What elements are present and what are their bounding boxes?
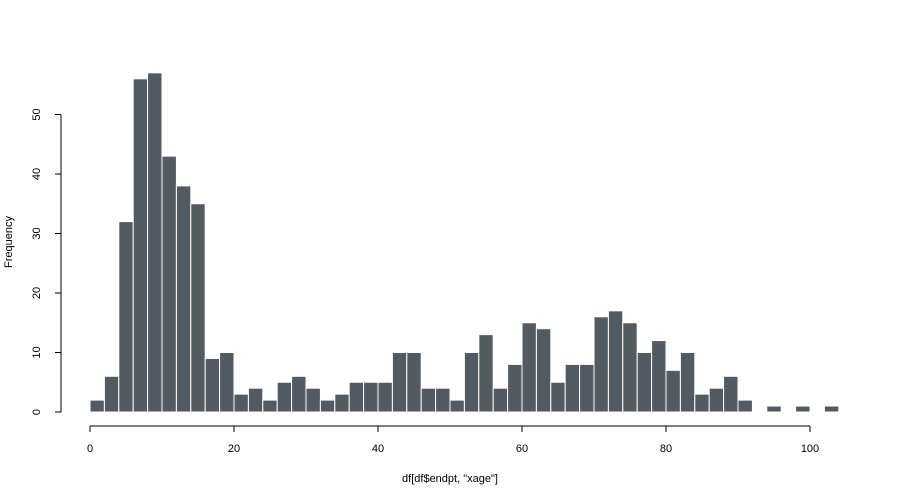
histogram-bar	[276, 381, 293, 413]
histogram-bar	[795, 405, 811, 413]
histogram-bar	[737, 399, 753, 413]
histogram-bar	[291, 375, 307, 413]
histogram-bar	[377, 381, 393, 413]
histogram-bar	[319, 399, 336, 413]
histogram-bar	[636, 352, 653, 413]
histogram-bar	[262, 399, 278, 413]
y-tick-label: 20	[31, 287, 43, 299]
histogram-bar	[363, 381, 379, 413]
histogram-bar	[219, 352, 235, 413]
histogram-bar	[665, 369, 681, 413]
histogram-bar	[478, 334, 494, 413]
x-axis-title: df[df$endpt, "xage"]	[402, 473, 498, 485]
x-tick-label: 80	[660, 443, 672, 455]
histogram-bar	[118, 221, 134, 413]
histogram-bar	[766, 405, 782, 413]
histogram-bar	[550, 381, 566, 413]
histogram-bar	[679, 352, 696, 413]
histogram-bar	[492, 387, 509, 413]
histogram-bar	[651, 340, 667, 413]
y-tick-label: 40	[31, 168, 43, 180]
histogram-bar	[723, 375, 739, 413]
x-axis: 0 20 40 60 80 100	[87, 425, 819, 455]
histogram-bar	[593, 316, 609, 413]
bars-group	[89, 72, 840, 413]
histogram-bar	[334, 393, 350, 413]
histogram-bar	[535, 328, 552, 413]
y-tick-label: 10	[31, 346, 43, 358]
y-tick-label: 0	[31, 409, 43, 415]
histogram-bar	[449, 399, 465, 413]
y-axis-title: Frequency	[3, 216, 15, 268]
x-tick-label: 100	[801, 443, 819, 455]
histogram-bar	[161, 155, 177, 413]
y-axis: 0 10 20 30 40 50	[31, 108, 62, 415]
histogram-bar	[147, 72, 163, 413]
histogram-bar	[708, 387, 725, 413]
histogram-bar	[204, 357, 221, 413]
x-tick-label: 20	[228, 443, 240, 455]
histogram-bar	[190, 203, 206, 413]
histogram-bar	[233, 393, 249, 413]
y-tick-label: 50	[31, 108, 43, 120]
y-tick-label: 30	[31, 227, 43, 239]
histogram-bar	[348, 381, 365, 413]
histogram-bar	[694, 393, 710, 413]
x-tick-label: 0	[87, 443, 93, 455]
histogram-bar	[622, 322, 638, 413]
x-tick-label: 40	[372, 443, 384, 455]
histogram-bar	[89, 399, 105, 413]
histogram-bar	[305, 387, 321, 413]
histogram-bar	[175, 185, 192, 413]
histogram-bar	[607, 310, 624, 413]
histogram-bar	[579, 363, 595, 413]
histogram-bar	[406, 352, 422, 413]
histogram-bar	[247, 387, 264, 413]
histogram-bar	[435, 387, 451, 413]
histogram-bar	[132, 78, 149, 413]
histogram-bar	[103, 375, 120, 413]
histogram-bar	[823, 405, 840, 413]
x-tick-label: 60	[516, 443, 528, 455]
histogram-bar	[463, 352, 480, 413]
histogram-bar	[420, 387, 437, 413]
histogram-bar	[391, 352, 408, 413]
histogram-bar	[507, 363, 523, 413]
histogram-bar	[564, 363, 581, 413]
histogram-bar	[521, 322, 537, 413]
